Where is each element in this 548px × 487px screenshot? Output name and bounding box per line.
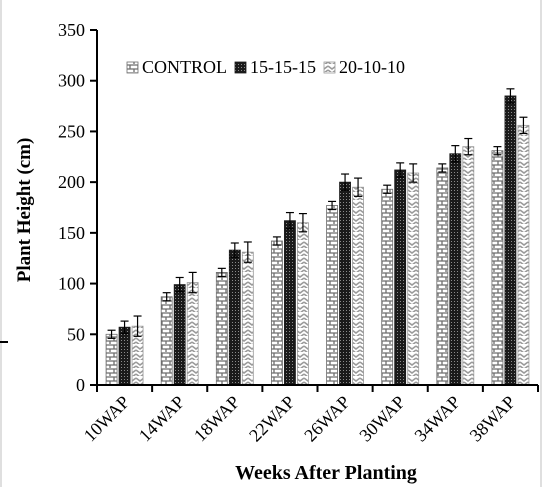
x-tick-label: 22WAP	[245, 392, 299, 446]
bar	[352, 186, 364, 386]
y-axis-ticks: 0 50 100 150 200 250 300 350	[58, 20, 97, 395]
legend-swatch	[126, 61, 139, 74]
bar	[491, 150, 504, 386]
x-tick-label: 26WAP	[300, 392, 354, 446]
legend: CONTROL 15-15-15 20-10-10	[126, 57, 405, 77]
y-tick-label: 350	[58, 20, 85, 40]
error-bars	[107, 88, 528, 339]
bar	[297, 222, 309, 386]
bar	[105, 333, 118, 386]
bar	[517, 124, 530, 386]
bar	[186, 282, 199, 386]
bar	[449, 153, 462, 386]
x-tick-label: 14WAP	[135, 392, 189, 446]
legend-swatch	[234, 61, 247, 74]
y-tick-label: 200	[58, 172, 85, 192]
x-tick-label: 38WAP	[466, 392, 520, 446]
bar	[160, 296, 173, 386]
bar	[271, 240, 283, 386]
x-tick-label: 30WAP	[355, 392, 409, 446]
y-tick-label: 300	[58, 71, 85, 91]
x-tick-label: 34WAP	[410, 392, 464, 446]
bar	[284, 220, 296, 386]
x-axis-title: Weeks After Planting	[235, 462, 417, 484]
y-tick-label: 150	[58, 223, 85, 243]
legend-label: 15-15-15	[250, 57, 316, 77]
legend-label: 20-10-10	[339, 57, 405, 77]
bar	[241, 251, 254, 386]
y-tick-label: 0	[76, 375, 85, 395]
bar	[173, 284, 186, 386]
y-tick-label: 50	[67, 324, 85, 344]
y-tick-label: 100	[58, 274, 85, 294]
bar	[436, 167, 449, 386]
bar	[394, 169, 407, 386]
bar	[326, 205, 338, 386]
y-axis-title: Plant Height (cm)	[14, 138, 35, 283]
bar	[339, 181, 351, 386]
x-tick-label: 10WAP	[80, 392, 134, 446]
bar	[228, 249, 241, 386]
bar	[381, 188, 394, 386]
legend-label: CONTROL	[142, 57, 227, 77]
bar	[407, 172, 420, 386]
x-tick-label: 18WAP	[190, 392, 244, 446]
legend-swatch	[323, 61, 336, 74]
x-axis-ticks: 10WAP 14WAP 18WAP 22WAP 26WAP 30WAP 34WAP 38WAP	[80, 385, 539, 446]
bars	[105, 95, 530, 386]
bar	[118, 326, 131, 386]
y-tick-label: 250	[58, 121, 85, 141]
bar	[462, 146, 475, 386]
bar	[504, 95, 517, 386]
bar	[215, 272, 228, 386]
